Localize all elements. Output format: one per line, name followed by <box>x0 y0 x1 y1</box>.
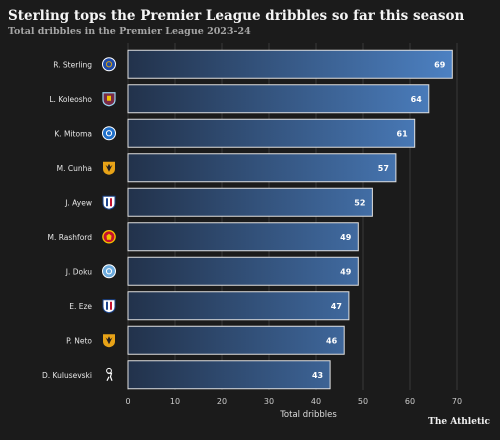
category-label: J. Ayew <box>64 198 92 207</box>
x-tick-label: 50 <box>358 397 368 406</box>
bar-value-label: 46 <box>326 336 338 345</box>
bar <box>127 84 430 114</box>
bar <box>127 360 331 390</box>
bar <box>127 187 373 217</box>
bar <box>127 153 397 183</box>
burnley-badge-icon <box>102 92 116 107</box>
chart-title: Sterling tops the Premier League dribble… <box>8 8 465 24</box>
category-labels: R. Sterling L. Koleosho K. Mitoma M. Cunha J… <box>42 57 116 382</box>
bar <box>127 256 359 286</box>
x-axis-label: Total dribbles <box>279 410 337 420</box>
brighton-badge-icon <box>102 126 116 141</box>
x-tick-label: 20 <box>217 397 227 406</box>
bar-value-label: 49 <box>340 233 352 242</box>
brand-logo: The Athletic <box>428 417 490 427</box>
category-label: E. Eze <box>69 302 92 311</box>
bar-value-label: 69 <box>434 60 446 69</box>
bar <box>127 222 359 252</box>
bar <box>127 118 416 148</box>
category-label: M. Cunha <box>57 164 92 173</box>
x-tick-label: 30 <box>264 397 274 406</box>
wolves-badge-icon <box>103 334 115 348</box>
x-axis: 0 10 20 30 40 50 60 70 Total dribbles <box>125 397 462 420</box>
x-tick-label: 70 <box>452 397 462 406</box>
x-tick-label: 60 <box>405 397 415 406</box>
wolves-badge-icon <box>103 161 115 175</box>
bar <box>127 291 350 321</box>
x-tick-label: 10 <box>170 397 180 406</box>
category-label: K. Mitoma <box>54 129 92 138</box>
bar-value-label: 57 <box>378 164 389 173</box>
bar-value-label: 52 <box>354 198 365 207</box>
chelsea-badge-icon <box>102 57 116 72</box>
category-label: L. Koleosho <box>49 95 92 104</box>
category-label: D. Kulusevski <box>42 371 92 380</box>
bar-value-label: 43 <box>312 371 323 380</box>
x-tick-label: 40 <box>311 397 321 406</box>
man-united-badge-icon <box>102 229 116 244</box>
bar-value-label: 49 <box>340 267 352 276</box>
crystal-palace-badge-icon <box>102 195 116 210</box>
bar <box>127 325 345 355</box>
tottenham-badge-icon <box>106 367 113 382</box>
category-label: M. Rashford <box>48 233 93 242</box>
category-label: R. Sterling <box>53 60 92 69</box>
category-label: P. Neto <box>66 336 92 345</box>
man-city-badge-icon <box>102 264 116 279</box>
bars: 69 64 61 57 52 49 49 47 46 43 <box>127 49 453 390</box>
chart-subtitle: Total dribbles in the Premier League 202… <box>8 26 251 37</box>
bar <box>127 49 453 79</box>
bar-value-label: 47 <box>331 302 342 311</box>
crystal-palace-badge-icon <box>102 299 116 314</box>
bar-value-label: 61 <box>397 129 409 138</box>
x-tick-label: 0 <box>125 397 130 406</box>
bar-value-label: 64 <box>411 95 423 104</box>
category-label: J. Doku <box>65 267 92 276</box>
